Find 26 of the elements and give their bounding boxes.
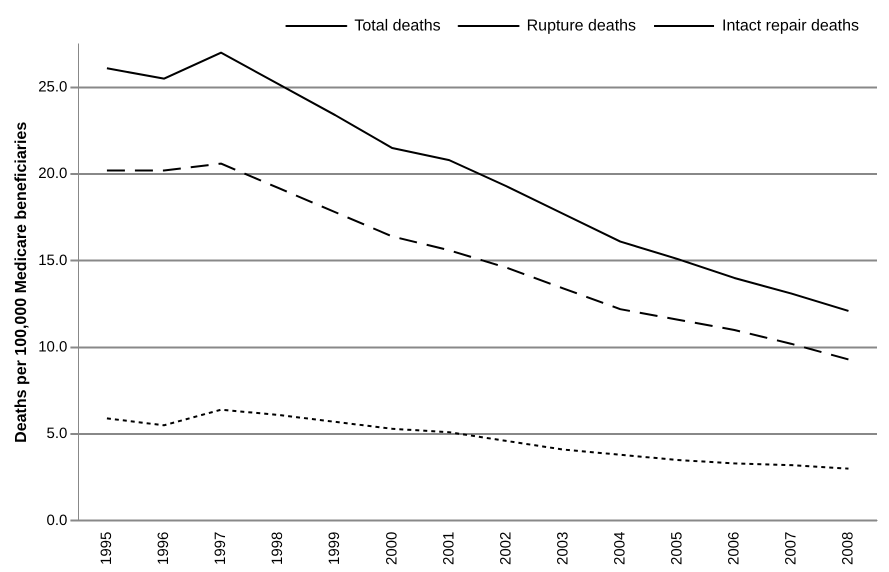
line-series <box>106 162 850 360</box>
x-tick-label: 2008 <box>840 532 857 566</box>
x-tick-label: 1995 <box>98 532 116 566</box>
x-tick-label: 1999 <box>326 532 344 566</box>
y-tick-label: 0.0 <box>46 512 68 529</box>
x-tick-label: 2000 <box>383 532 400 566</box>
x-tick-label: 2001 <box>440 532 458 566</box>
x-tick-label: 2004 <box>611 532 628 566</box>
x-tick-label: 1997 <box>212 532 230 566</box>
x-tick-label: 2007 <box>782 532 800 566</box>
x-tick-label: 1998 <box>269 532 286 566</box>
y-tick-label: 15.0 <box>38 252 68 269</box>
legend-label: Rupture deaths <box>526 17 636 34</box>
y-tick-label: 25.0 <box>38 78 68 96</box>
y-tick-label: 20.0 <box>38 165 68 182</box>
x-tick-label: 2005 <box>668 532 686 566</box>
line-series <box>106 408 850 470</box>
legend-label: Intact repair deaths <box>722 17 859 34</box>
x-tick-label: 2006 <box>726 532 743 566</box>
y-tick-label: 5.0 <box>46 425 68 442</box>
legend-label: Total deaths <box>354 17 441 34</box>
x-tick-label: 2002 <box>497 532 514 566</box>
y-axis-title: Deaths per 100,000 Medicare beneficiaries <box>13 122 30 443</box>
y-tick-label: 10.0 <box>38 338 68 356</box>
x-tick-label: 2003 <box>554 532 572 566</box>
x-tick-label: 1996 <box>155 532 172 566</box>
